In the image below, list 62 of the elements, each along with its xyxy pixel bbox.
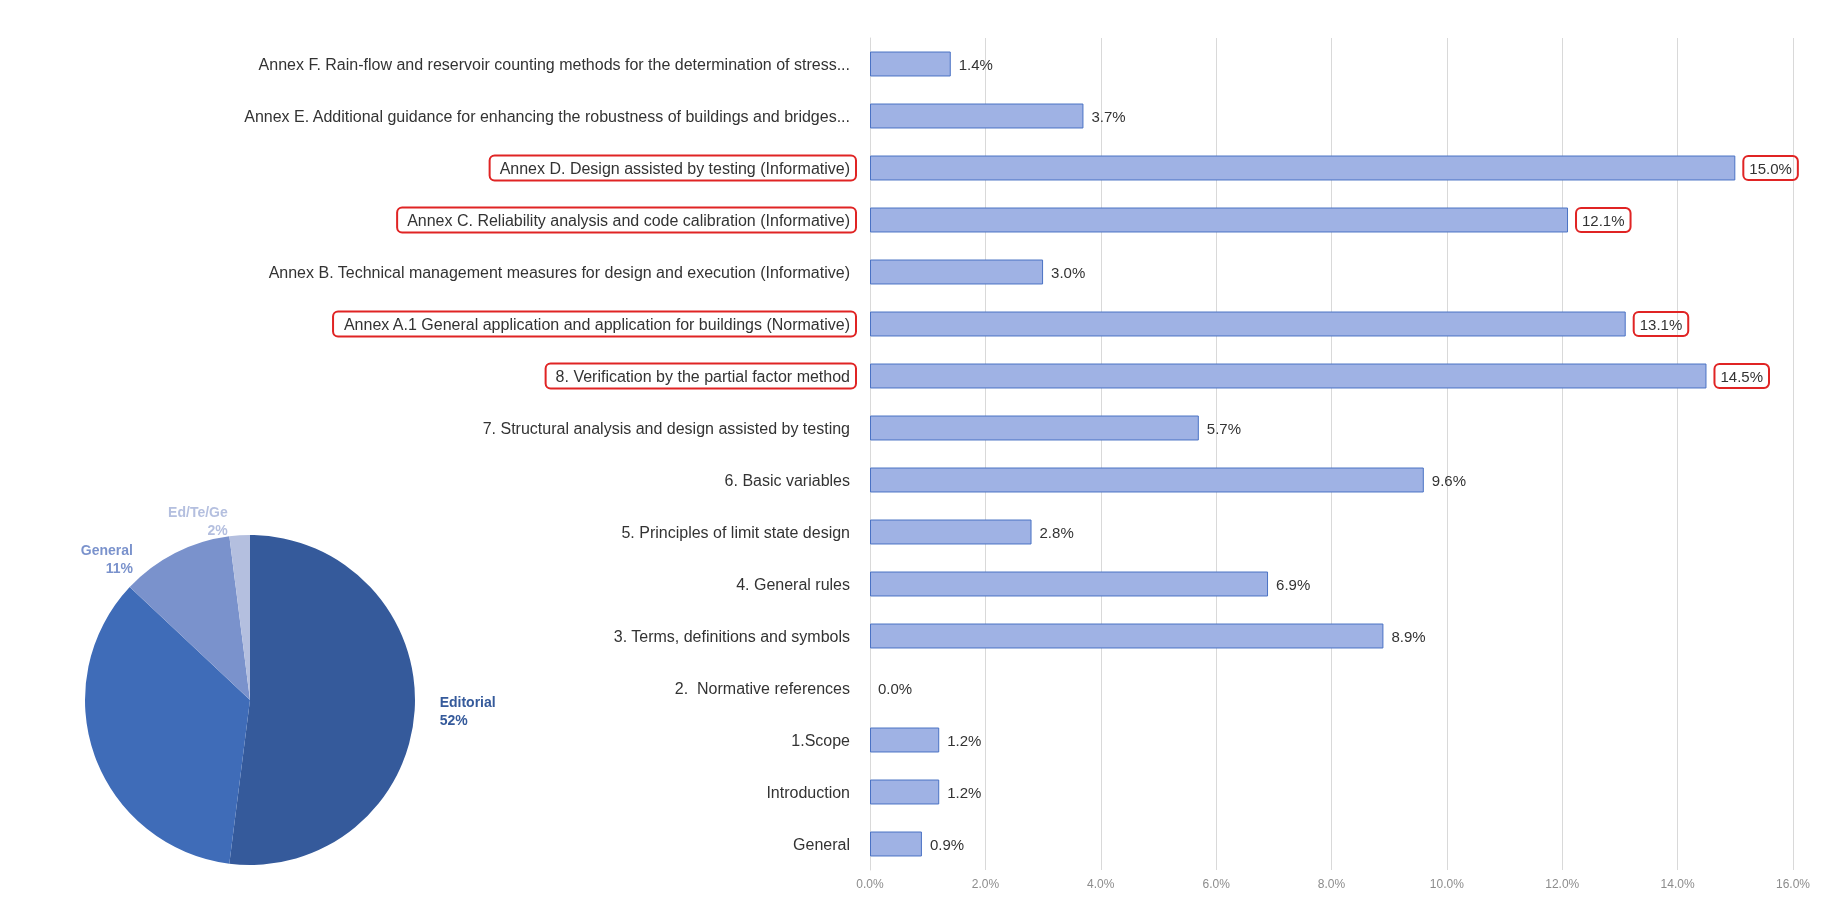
x-tick-label: 4.0% xyxy=(1087,877,1115,891)
bar xyxy=(870,103,1084,129)
data-label: 14.5% xyxy=(1720,368,1764,385)
y-tick-label: Annex D. Design assisted by testing (Informative) xyxy=(499,160,850,177)
data-label: 9.6% xyxy=(1431,471,1466,489)
data-label: 5.7% xyxy=(1206,419,1242,437)
bar xyxy=(870,571,1269,597)
x-tick-label: 10.0% xyxy=(1429,877,1465,891)
bar xyxy=(870,623,1384,649)
y-tick-label: 2. Normative references xyxy=(674,680,850,697)
bar xyxy=(870,207,1569,233)
bar xyxy=(870,415,1199,441)
bar xyxy=(870,259,1044,285)
x-tick-label: 2.0% xyxy=(971,877,1000,891)
y-tick-label: 7. Structural analysis and design assisted by testing xyxy=(482,420,850,437)
y-tick-label: 3. Terms, definitions and symbols xyxy=(613,628,850,645)
x-tick-label: 8.0% xyxy=(1317,877,1346,891)
x-tick-label: 16.0% xyxy=(1775,877,1811,891)
y-tick-label: 6. Basic variables xyxy=(724,472,850,489)
data-label: 0.9% xyxy=(929,835,965,853)
bar xyxy=(870,831,922,857)
data-label: 52% xyxy=(439,712,469,729)
y-tick-label: Annex C. Reliability analysis and code calibration (Informative) xyxy=(407,212,850,229)
bar xyxy=(870,155,1736,181)
x-tick-label: 12.0% xyxy=(1545,877,1580,891)
y-tick-label: Annex A.1 General application and application for buildings (Normative) xyxy=(343,316,850,333)
data-label: 1.4% xyxy=(958,55,993,73)
data-label: 1.2% xyxy=(947,783,982,801)
data-label: 12.1% xyxy=(1582,212,1625,229)
slice-label: Ed/Te/Ge xyxy=(168,504,228,521)
y-tick-label: Annex E. Additional guidance for enhancing the robustness of buildings and bridges... xyxy=(244,108,850,125)
bar xyxy=(870,363,1707,389)
data-label: 8.9% xyxy=(1391,627,1426,645)
data-label: 3.0% xyxy=(1051,263,1086,281)
bar xyxy=(870,467,1424,493)
data-label: 2.8% xyxy=(1039,523,1074,541)
x-tick-label: 0.0% xyxy=(856,877,884,891)
x-tick-label: 6.0% xyxy=(1202,877,1231,891)
data-label: 15.0% xyxy=(1749,160,1792,177)
data-label: 13.1% xyxy=(1639,316,1683,333)
data-label: 11% xyxy=(105,560,134,577)
data-label: 0.0% xyxy=(878,679,913,697)
bar xyxy=(870,51,951,77)
y-tick-label: 5. Principles of limit state design xyxy=(621,524,850,541)
slice-label: Editorial xyxy=(439,694,496,711)
bar xyxy=(870,779,940,805)
data-label: 6.9% xyxy=(1276,575,1311,593)
y-tick-label: 1.Scope xyxy=(791,732,851,749)
y-tick-label: Annex F. Rain-flow and reservoir counting methods for the determination of stress... xyxy=(258,56,850,73)
data-label: 1.2% xyxy=(947,731,982,749)
bar xyxy=(870,311,1626,337)
x-tick-label: 14.0% xyxy=(1660,877,1695,891)
bar xyxy=(870,519,1032,545)
y-tick-label: 4. General rules xyxy=(736,576,850,593)
y-tick-label: Introduction xyxy=(766,784,850,801)
y-tick-label: General xyxy=(793,836,850,853)
y-tick-label: 8. Verification by the partial factor method xyxy=(555,368,850,385)
slice-label: General xyxy=(80,542,133,559)
bar xyxy=(870,727,940,753)
y-tick-label: Annex B. Technical management measures for design and execution (Informative) xyxy=(268,264,850,281)
data-label: 2% xyxy=(207,522,229,539)
data-label: 3.7% xyxy=(1091,107,1126,125)
